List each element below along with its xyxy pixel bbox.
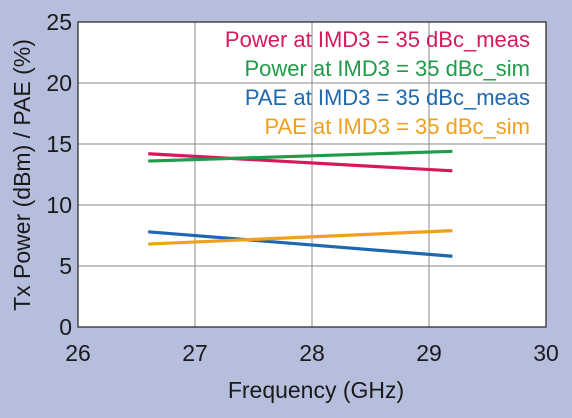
y-tick-labels: 0 5 10 15 20 25	[46, 9, 72, 340]
legend-entry: PAE at IMD3 = 35 dBc_sim	[264, 114, 530, 139]
y-tick-label: 15	[46, 131, 72, 157]
y-tick-label: 10	[46, 192, 72, 218]
x-tick-label: 29	[416, 340, 442, 366]
legend-entry: PAE at IMD3 = 35 dBc_meas	[245, 85, 530, 110]
y-tick-label: 25	[46, 9, 72, 35]
x-axis-label: Frequency (GHz)	[228, 377, 404, 403]
x-tick-label: 26	[65, 340, 91, 366]
y-axis-label: Tx Power (dBm) / PAE (%)	[9, 39, 35, 311]
x-tick-labels: 26 27 28 29 30	[65, 340, 559, 366]
series-line	[148, 229, 453, 246]
legend: Power at IMD3 = 35 dBc_meas Power at IMD3…	[225, 27, 530, 139]
legend-entry: Power at IMD3 = 35 dBc_sim	[244, 56, 530, 81]
x-tick-label: 28	[299, 340, 325, 366]
series-line	[148, 149, 453, 163]
series-line	[148, 230, 453, 258]
legend-entry: Power at IMD3 = 35 dBc_meas	[225, 27, 530, 52]
y-tick-label: 20	[46, 70, 72, 96]
series-lines	[148, 149, 453, 258]
series-line	[148, 152, 453, 173]
x-tick-label: 30	[533, 340, 559, 366]
grid-lines	[78, 22, 546, 327]
y-tick-label: 0	[59, 314, 72, 340]
y-tick-label: 5	[59, 253, 72, 279]
plot-frame	[77, 21, 547, 328]
x-tick-label: 27	[182, 340, 208, 366]
